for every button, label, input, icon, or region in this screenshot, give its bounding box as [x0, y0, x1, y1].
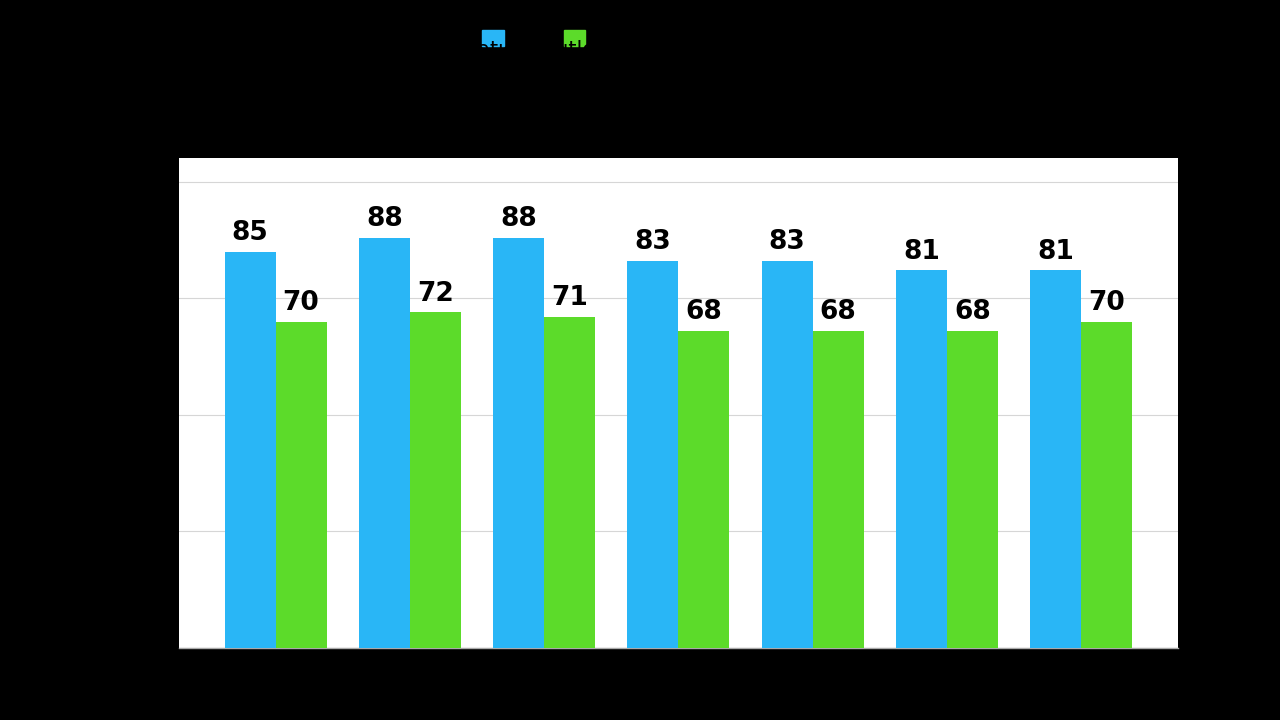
Text: 68: 68: [686, 300, 722, 325]
Text: Atlanta, GA: Atlanta, GA: [929, 40, 1047, 60]
Bar: [544, 317, 595, 648]
Text: 81: 81: [1037, 239, 1074, 265]
Text: 85: 85: [232, 220, 269, 246]
Bar: [762, 261, 813, 648]
Bar: [410, 312, 461, 648]
Text: 83: 83: [635, 230, 671, 256]
Bar: [493, 238, 544, 648]
Text: 70: 70: [283, 290, 320, 316]
Bar: [947, 331, 998, 648]
Bar: [813, 331, 864, 648]
Text: 71: 71: [552, 285, 588, 311]
Bar: [678, 331, 730, 648]
Bar: [627, 261, 678, 648]
Bar: [1030, 270, 1082, 648]
Text: 88: 88: [500, 206, 538, 232]
Bar: [275, 322, 326, 648]
Text: 72: 72: [417, 281, 453, 307]
Legend: Hi, Low: Hi, Low: [472, 21, 644, 57]
Text: 81: 81: [902, 239, 940, 265]
Bar: [358, 238, 410, 648]
Text: DamienWeather 15: DamienWeather 15: [123, 40, 325, 60]
Text: 68: 68: [954, 300, 991, 325]
Text: 88: 88: [366, 206, 403, 232]
Bar: [224, 252, 275, 648]
Text: 68: 68: [819, 300, 856, 325]
Text: 83: 83: [769, 230, 805, 256]
Text: 70: 70: [1088, 290, 1125, 316]
Text: Temperature Outlook: Temperature Outlook: [399, 40, 620, 60]
Bar: [1082, 322, 1133, 648]
Bar: [896, 270, 947, 648]
